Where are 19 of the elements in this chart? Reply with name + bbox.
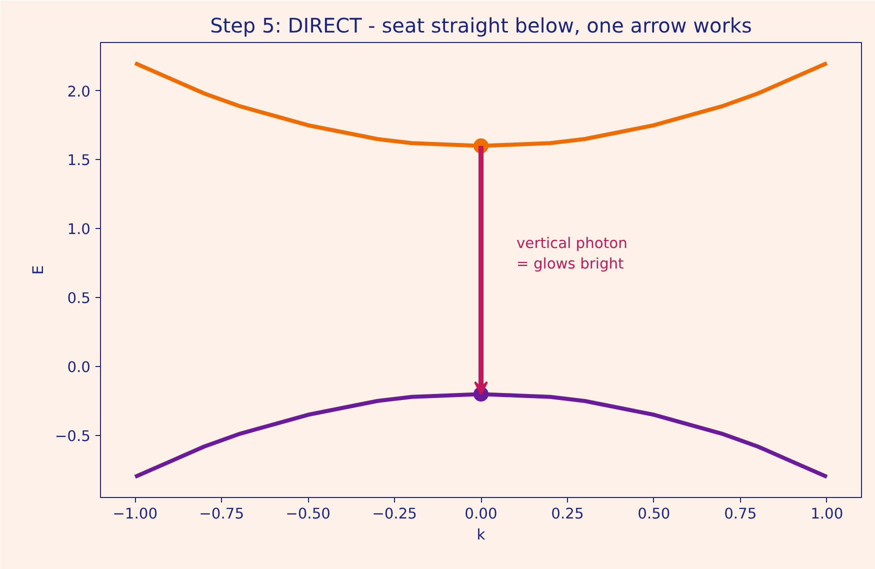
y-tick-label: 1.0 — [67, 221, 91, 238]
x-tick-label: 1.00 — [810, 506, 844, 522]
y-tick-label: 0.0 — [67, 359, 91, 376]
annotation: vertical photon = glows bright — [516, 235, 628, 272]
chart-title: Step 5: DIRECT - seat straight below, one arrow works — [210, 14, 752, 38]
y-axis-title: E — [30, 265, 47, 275]
y-tick-label: −0.5 — [54, 428, 91, 445]
x-tick-label: 0.00 — [464, 506, 498, 522]
y-tick-label: 2.0 — [67, 83, 91, 100]
x-tick-label: −0.25 — [372, 506, 417, 522]
x-tick-label: −0.50 — [286, 506, 331, 522]
x-tick-label: 0.25 — [551, 506, 584, 522]
x-axis-title: k — [476, 526, 486, 544]
x-tick-label: −1.00 — [112, 506, 158, 522]
x-tick-label: 0.75 — [724, 506, 757, 522]
y-tick-label: 1.5 — [67, 152, 91, 170]
y-tick-label: 0.5 — [67, 290, 91, 308]
x-tick-label: −0.75 — [199, 506, 244, 522]
x-tick-label: 0.50 — [638, 506, 670, 522]
